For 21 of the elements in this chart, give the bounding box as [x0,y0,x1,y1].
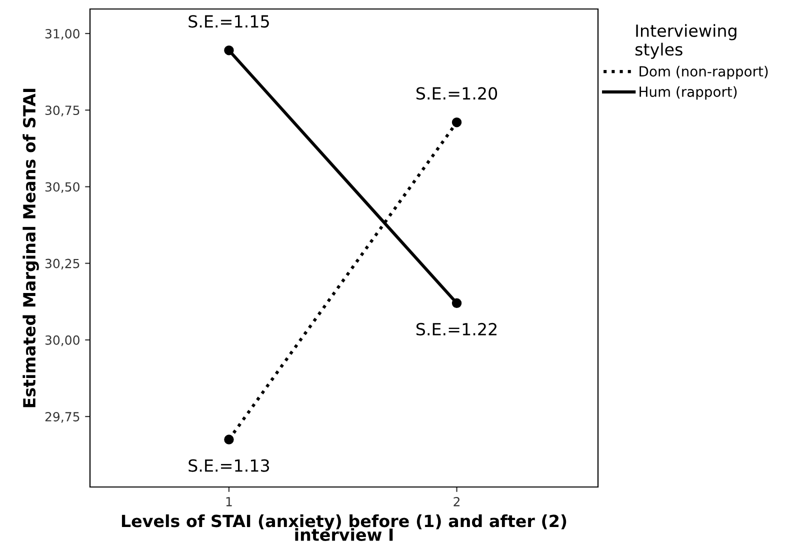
x-tick-label: 2 [454,496,460,506]
y-tick-label: 30,50 [45,182,80,193]
point [224,46,234,56]
annotation: S.E.=1.20 [416,87,498,100]
legend-title: Interviewing styles [635,24,736,59]
annotation: S.E.=1.22 [416,322,496,336]
x-tick-label: 1 [226,497,232,506]
y-tick-label: 29,75 [45,412,80,423]
annotation: S.E.=1.13 [188,459,270,472]
y-axis-title: Estimated Marginal Means of STAI [22,88,39,408]
legend-label: Dom (non-rapport) [640,66,768,80]
point [224,434,234,444]
x-axis-title: Levels of STAI (anxiety) before (1) and after (2) interview I [122,514,566,542]
y-tick-label: 30,25 [45,258,80,270]
y-tick-label: 30,75 [45,106,80,116]
annotation: S.E.=1.15 [188,15,269,28]
point [452,118,462,128]
legend-label: Hum (rapport) [640,86,737,100]
y-tick-label: 30,00 [45,335,80,346]
point [452,298,462,308]
y-tick-label: 31,00 [45,28,80,40]
